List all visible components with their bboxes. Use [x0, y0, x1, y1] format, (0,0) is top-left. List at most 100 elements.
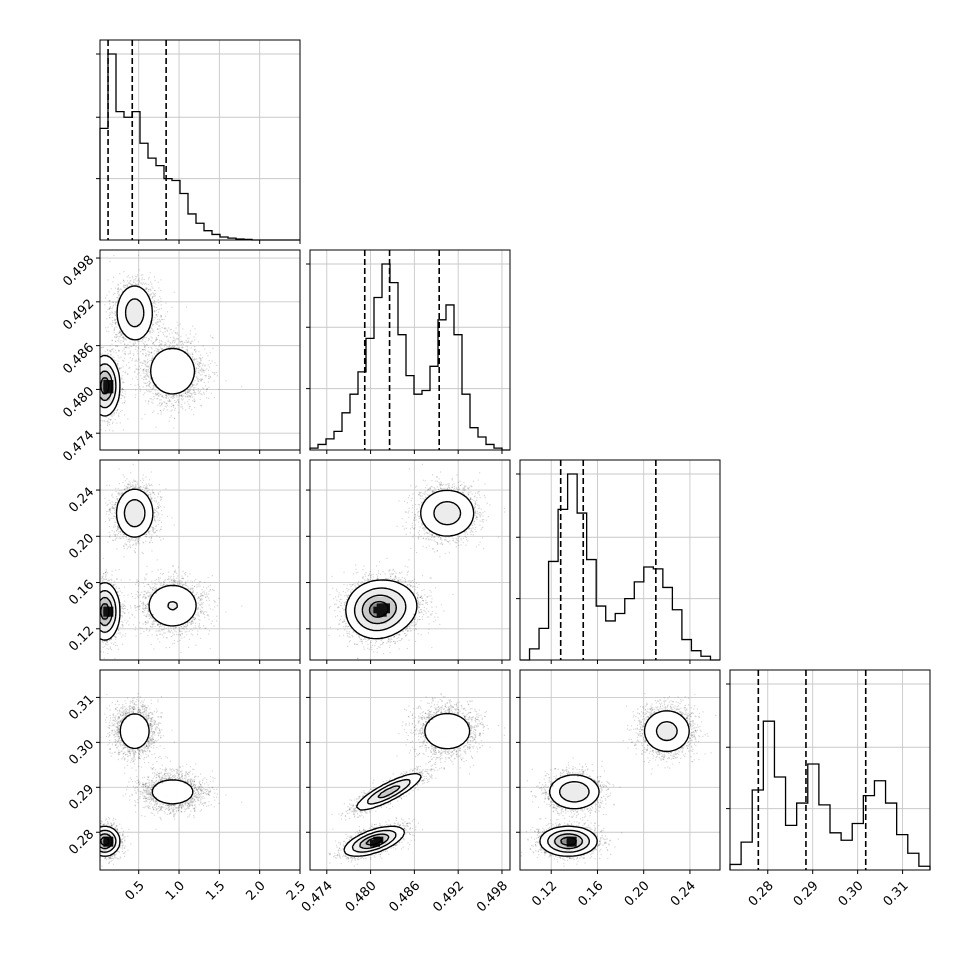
y-tick-label: 0.474	[60, 428, 97, 465]
scatter-points	[100, 463, 243, 660]
contour-line	[100, 488, 197, 641]
density-fill	[346, 490, 474, 641]
contour-lines	[100, 285, 196, 417]
histogram-panel-1	[306, 250, 510, 454]
x-tick-label: 2.0	[243, 878, 268, 903]
density-plot-area	[100, 460, 300, 660]
contour-line	[100, 377, 110, 395]
density-panel-2-1	[306, 460, 510, 664]
contour-line	[345, 489, 475, 640]
histogram-step-line	[99, 53, 300, 241]
x-tick-label: 0.492	[430, 878, 467, 915]
histogram-step-line	[309, 263, 510, 451]
contour-lines	[345, 489, 475, 640]
histogram-panel-3	[726, 670, 931, 874]
scatter-points	[100, 254, 243, 432]
contour-line	[547, 721, 678, 853]
panel-frame	[99, 39, 301, 241]
contour-line	[100, 713, 194, 857]
panel-frame	[99, 459, 301, 661]
panel-frame	[519, 669, 721, 871]
histogram-panel-2	[516, 460, 720, 664]
density-panel-2-0	[96, 460, 301, 664]
x-tick-label: 0.30	[836, 878, 867, 909]
density-peak	[570, 836, 577, 844]
density-peak	[383, 603, 390, 610]
panel-frame	[519, 459, 721, 661]
x-tick-label: 0.486	[387, 878, 424, 915]
panel-frame	[309, 669, 511, 871]
x-tick-label: 0.29	[791, 878, 822, 909]
panel-frame	[729, 669, 931, 871]
y-tick-label: 0.28	[66, 827, 97, 858]
contour-line	[554, 833, 584, 850]
panel-frame	[99, 669, 301, 871]
x-tick-label: 0.498	[474, 878, 511, 915]
x-tick-label: 0.24	[668, 878, 699, 909]
x-tick-label: 0.20	[622, 878, 653, 909]
y-tick-label: 0.20	[66, 531, 97, 562]
contour-line	[365, 836, 383, 846]
contour-lines	[539, 710, 690, 857]
contour-line	[351, 778, 411, 853]
y-tick-label: 0.486	[60, 340, 97, 377]
y-tick-label: 0.498	[60, 253, 97, 290]
y-tick-label: 0.480	[60, 384, 97, 421]
y-tick-label: 0.30	[66, 737, 97, 768]
contour-line	[539, 710, 690, 857]
density-peak	[106, 383, 114, 390]
x-tick-label: 0.12	[529, 878, 560, 909]
histogram-step-line	[729, 720, 931, 870]
x-tick-label: 0.5	[123, 878, 148, 903]
density-peak	[106, 380, 114, 387]
density-panel-3-2	[516, 670, 720, 874]
y-tick-label: 0.492	[60, 297, 97, 334]
density-fill	[343, 713, 471, 857]
y-tick-label: 0.29	[66, 782, 97, 813]
panel-frame	[309, 459, 511, 661]
panel-frame	[99, 249, 301, 451]
density-peak	[380, 603, 387, 610]
density-panel-3-1	[306, 670, 510, 874]
density-plot-area	[310, 460, 510, 660]
contour-line	[100, 833, 113, 850]
x-tick-label: 0.28	[746, 878, 777, 909]
x-tick-label: 1.5	[203, 878, 228, 903]
x-tick-label: 0.474	[299, 878, 336, 915]
contour-line	[100, 298, 145, 409]
contour-line	[560, 836, 577, 846]
contour-line	[368, 600, 389, 618]
y-tick-label: 0.31	[66, 692, 97, 723]
density-panel-1-0	[96, 250, 301, 454]
y-tick-label: 0.24	[66, 485, 97, 516]
density-peak	[106, 606, 114, 614]
density-plot-area	[100, 250, 300, 450]
x-tick-label: 0.16	[575, 878, 606, 909]
contour-line	[100, 499, 179, 633]
density-plot-area	[520, 670, 720, 870]
y-tick-label: 0.16	[66, 577, 97, 608]
x-tick-label: 1.0	[163, 878, 188, 903]
panel-frame	[309, 249, 511, 451]
contour-line	[353, 501, 462, 632]
contour-lines	[100, 488, 197, 641]
density-plot-area	[100, 670, 300, 870]
contour-line	[100, 836, 110, 846]
x-tick-label: 0.480	[343, 878, 380, 915]
contour-line	[359, 785, 401, 850]
contour-line	[100, 829, 117, 853]
contour-line	[361, 594, 397, 625]
density-peak	[106, 836, 114, 844]
histogram-panel-0	[96, 40, 301, 244]
histogram-step-line	[520, 473, 720, 661]
contour-lines	[100, 713, 194, 857]
contour-line	[100, 603, 110, 620]
y-tick-label: 0.12	[66, 623, 97, 654]
contour-line	[343, 712, 471, 857]
x-tick-label: 0.31	[881, 878, 912, 909]
density-peak	[370, 840, 377, 847]
density-plot-area	[310, 670, 510, 870]
contour-lines	[343, 712, 471, 857]
density-peak	[376, 836, 384, 844]
